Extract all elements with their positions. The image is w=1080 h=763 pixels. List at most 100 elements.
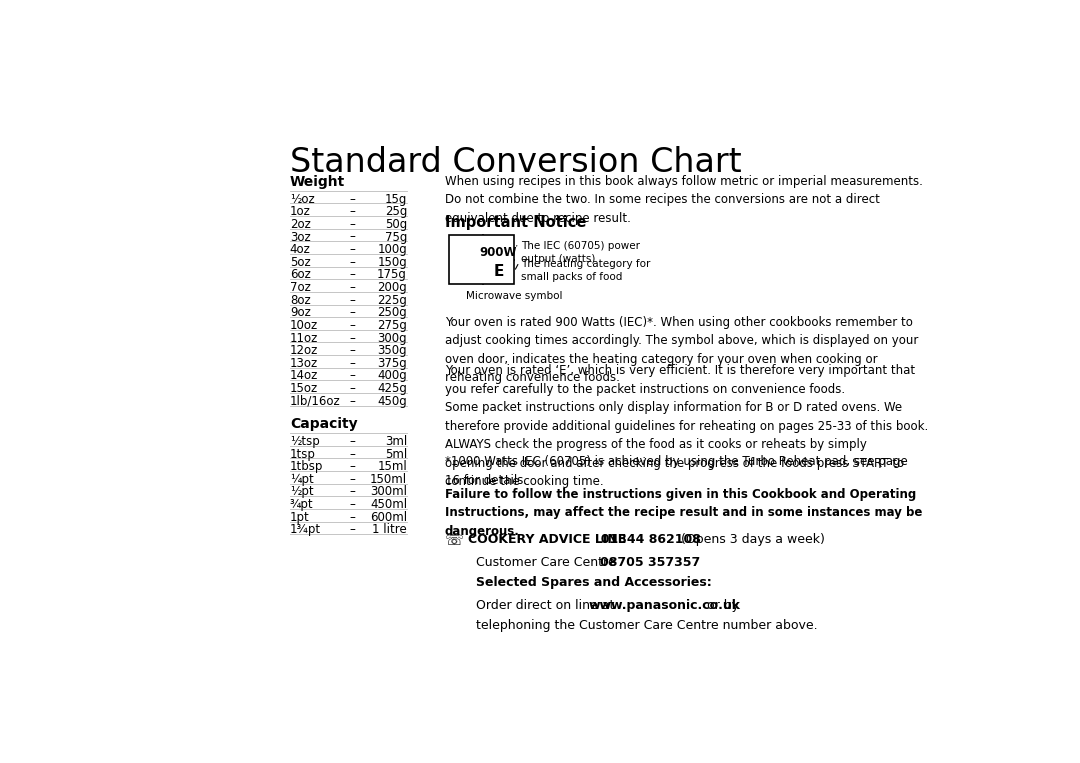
Text: COOKERY ADVICE LINE: COOKERY ADVICE LINE xyxy=(468,533,626,546)
Text: –: – xyxy=(350,332,355,345)
Text: –: – xyxy=(350,192,355,205)
Text: Your oven is rated 900 Watts (IEC)*. When using other cookbooks remember to
adju: Your oven is rated 900 Watts (IEC)*. Whe… xyxy=(445,316,918,385)
Text: 5ml: 5ml xyxy=(384,448,407,461)
Text: 1lb/16oz: 1lb/16oz xyxy=(289,394,340,407)
Text: 900W: 900W xyxy=(480,246,517,259)
Text: –: – xyxy=(350,498,355,511)
Text: Selected Spares and Accessories:: Selected Spares and Accessories: xyxy=(476,576,712,589)
Text: –: – xyxy=(350,344,355,357)
Text: –: – xyxy=(350,294,355,307)
Text: 350g: 350g xyxy=(377,344,407,357)
Text: –: – xyxy=(350,218,355,231)
Text: 1tbsp: 1tbsp xyxy=(289,460,323,473)
Text: E: E xyxy=(494,265,503,279)
Text: Customer Care Centre: Customer Care Centre xyxy=(476,555,616,568)
Text: 8oz: 8oz xyxy=(289,294,311,307)
Text: –: – xyxy=(350,448,355,461)
Text: 1tsp: 1tsp xyxy=(289,448,315,461)
Text: 75g: 75g xyxy=(384,230,407,243)
Text: –: – xyxy=(350,269,355,282)
Text: 7oz: 7oz xyxy=(289,281,311,294)
Text: 1pt: 1pt xyxy=(289,510,310,523)
Text: –: – xyxy=(350,394,355,407)
Text: 15g: 15g xyxy=(384,192,407,205)
Text: Microwave symbol: Microwave symbol xyxy=(465,291,563,301)
Text: –: – xyxy=(350,369,355,382)
Text: Failure to follow the instructions given in this Cookbook and Operating
Instruct: Failure to follow the instructions given… xyxy=(445,488,922,538)
Text: 5oz: 5oz xyxy=(289,256,311,269)
Text: –: – xyxy=(350,510,355,523)
Text: Standard Conversion Chart: Standard Conversion Chart xyxy=(289,146,742,179)
Text: 15ml: 15ml xyxy=(377,460,407,473)
Text: 4oz: 4oz xyxy=(289,243,311,256)
Text: 15oz: 15oz xyxy=(289,382,319,395)
Text: –: – xyxy=(350,319,355,332)
Text: 250g: 250g xyxy=(377,306,407,319)
Text: 6oz: 6oz xyxy=(289,269,311,282)
Text: 25g: 25g xyxy=(384,205,407,218)
Text: 01344 862108: 01344 862108 xyxy=(592,533,701,546)
Text: Your oven is rated ‘E’, which is very efficient. It is therefore very important : Your oven is rated ‘E’, which is very ef… xyxy=(445,364,928,488)
Text: 10oz: 10oz xyxy=(289,319,319,332)
Text: –: – xyxy=(350,357,355,370)
Text: Capacity: Capacity xyxy=(289,417,357,431)
Text: –: – xyxy=(350,256,355,269)
Text: 225g: 225g xyxy=(377,294,407,307)
Text: 13oz: 13oz xyxy=(289,357,319,370)
Text: 175g: 175g xyxy=(377,269,407,282)
Text: ☏: ☏ xyxy=(445,533,463,549)
Text: 3oz: 3oz xyxy=(289,230,311,243)
Text: 150g: 150g xyxy=(377,256,407,269)
Text: ½pt: ½pt xyxy=(289,485,313,498)
Text: 275g: 275g xyxy=(377,319,407,332)
Text: telephoning the Customer Care Centre number above.: telephoning the Customer Care Centre num… xyxy=(476,619,819,632)
Text: –: – xyxy=(350,205,355,218)
Text: Weight: Weight xyxy=(289,175,346,189)
Text: –: – xyxy=(350,460,355,473)
Text: 150ml: 150ml xyxy=(369,473,407,486)
Text: –: – xyxy=(350,485,355,498)
Text: 9oz: 9oz xyxy=(289,306,311,319)
Text: 50g: 50g xyxy=(384,218,407,231)
Text: ¼pt: ¼pt xyxy=(289,473,313,486)
Text: 400g: 400g xyxy=(377,369,407,382)
Text: 1 litre: 1 litre xyxy=(373,523,407,536)
Text: –: – xyxy=(350,306,355,319)
Text: 300ml: 300ml xyxy=(370,485,407,498)
Text: –: – xyxy=(350,473,355,486)
Text: 300g: 300g xyxy=(377,332,407,345)
Text: –: – xyxy=(350,230,355,243)
Text: *1000 Watts IEC (60705) is achieved by using the Turbo Reheat pad, see page
16 f: *1000 Watts IEC (60705) is achieved by u… xyxy=(445,456,907,487)
Text: –: – xyxy=(350,281,355,294)
Text: 2oz: 2oz xyxy=(289,218,311,231)
Text: ¾pt: ¾pt xyxy=(289,498,313,511)
Text: –: – xyxy=(350,243,355,256)
Text: 1oz: 1oz xyxy=(289,205,311,218)
Text: (Opens 3 days a week): (Opens 3 days a week) xyxy=(673,533,825,546)
Text: When using recipes in this book always follow metric or imperial measurements.
D: When using recipes in this book always f… xyxy=(445,175,922,225)
Text: 450ml: 450ml xyxy=(369,498,407,511)
Text: www.panasonic.co.uk: www.panasonic.co.uk xyxy=(589,599,741,612)
Text: Important Notice: Important Notice xyxy=(445,215,586,230)
Text: ½tsp: ½tsp xyxy=(289,435,320,448)
Text: 375g: 375g xyxy=(377,357,407,370)
Text: The heating category for
small packs of food: The heating category for small packs of … xyxy=(521,259,650,282)
Text: 08705 357357: 08705 357357 xyxy=(600,555,701,568)
Text: 425g: 425g xyxy=(377,382,407,395)
Text: –: – xyxy=(350,523,355,536)
Text: The IEC (60705) power
output (watts): The IEC (60705) power output (watts) xyxy=(521,241,639,265)
Text: 12oz: 12oz xyxy=(289,344,319,357)
Text: 600ml: 600ml xyxy=(369,510,407,523)
Text: 3ml: 3ml xyxy=(384,435,407,448)
Text: or by: or by xyxy=(703,599,740,612)
Text: 450g: 450g xyxy=(377,394,407,407)
Text: 200g: 200g xyxy=(377,281,407,294)
Text: 1¾pt: 1¾pt xyxy=(289,523,321,536)
Text: ½oz: ½oz xyxy=(289,192,314,205)
Text: –: – xyxy=(350,382,355,395)
Text: 11oz: 11oz xyxy=(289,332,319,345)
Text: –: – xyxy=(350,435,355,448)
Text: 100g: 100g xyxy=(377,243,407,256)
Text: Order direct on line at: Order direct on line at xyxy=(476,599,619,612)
Bar xyxy=(449,236,514,284)
